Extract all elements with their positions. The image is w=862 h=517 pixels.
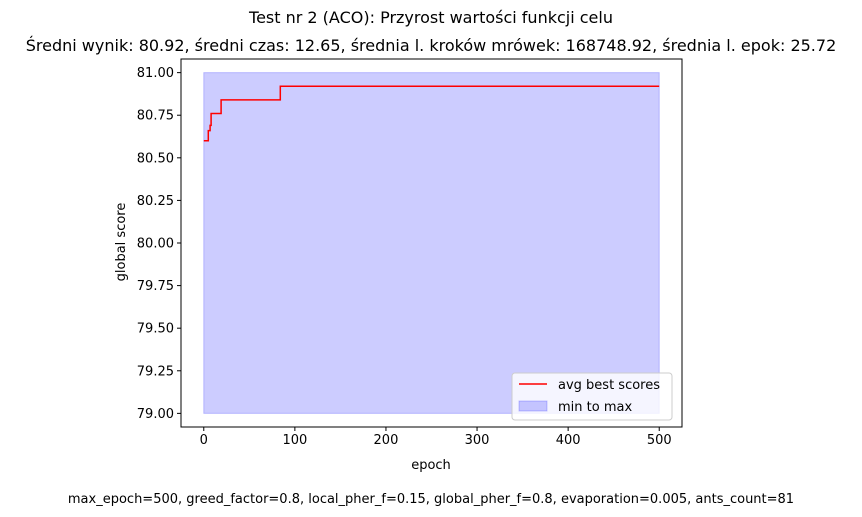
y-tick-label: 81.00 (137, 66, 174, 81)
x-tick-label: 300 (465, 433, 490, 448)
y-tick-label: 79.00 (137, 407, 174, 422)
plot-area: 0 100 200 300 400 500 79.00 79.25 79.50 79.75 80.0… (137, 58, 683, 448)
legend-frame (511, 372, 673, 421)
legend-label-min-to-max: min to max (558, 400, 632, 415)
y-tick-label: 79.75 (137, 279, 174, 294)
avg-best-scores-line (203, 85, 660, 142)
x-tick-label: 400 (556, 433, 581, 448)
min-to-max-band (203, 72, 660, 414)
x-tick-label: 100 (282, 433, 307, 448)
y-tick-label: 80.50 (137, 151, 174, 166)
chart-subtitle: Średni wynik: 80.92, średni czas: 12.65,… (26, 36, 837, 55)
x-axis-label: epoch (411, 458, 451, 473)
x-tick-label: 500 (647, 433, 672, 448)
y-tick-label: 80.75 (137, 109, 174, 124)
parameters-footnote: max_epoch=500, greed_factor=0.8, local_p… (68, 492, 794, 507)
x-tick-label: 200 (374, 433, 399, 448)
y-tick-label: 80.00 (137, 237, 174, 252)
y-tick-label: 79.25 (137, 364, 174, 379)
legend-label-avg-best-scores: avg best scores (558, 378, 660, 393)
chart-title: Test nr 2 (ACO): Przyrost wartości funkc… (248, 8, 613, 27)
y-tick-label: 79.50 (137, 322, 174, 337)
legend: avg best scores min to max (511, 372, 673, 421)
y-axis-label: global score (114, 203, 129, 282)
x-tick-label: 0 (200, 433, 208, 448)
legend-band-swatch (518, 400, 548, 412)
y-tick-label: 80.25 (137, 194, 174, 209)
